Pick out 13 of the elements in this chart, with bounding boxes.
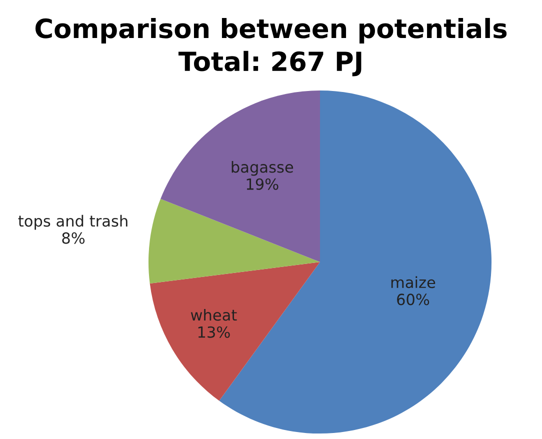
chart-subtitle: Total: 267 PJ [178,50,362,76]
slice-label: wheat [190,308,237,321]
slice-label: tops and trash [18,214,128,230]
data-label: 8% [62,232,85,244]
chart-title: Comparison between potentials [35,18,507,44]
data-label: 60% [397,294,430,306]
pie-slice [148,198,320,284]
pie-slice [160,90,320,262]
slice-label: bagasse [232,160,294,176]
data-label: 19% [246,178,278,190]
slice-label: maize [391,276,436,288]
data-label: 13% [198,326,230,338]
pie-slice [150,262,320,401]
